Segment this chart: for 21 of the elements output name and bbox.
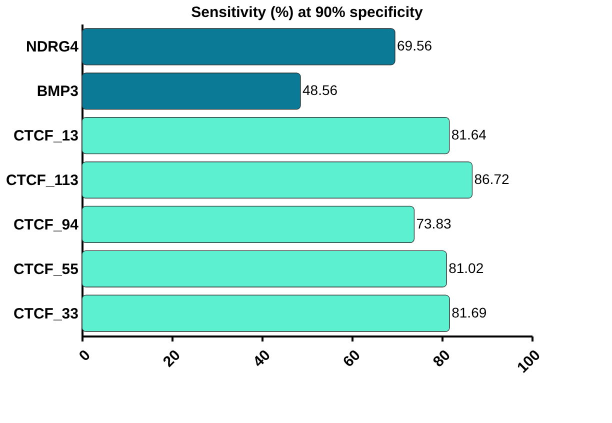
x-tick-label: 20: [160, 346, 184, 371]
y-tick-label: CTCF_33: [13, 305, 78, 322]
data-label: 81.64: [451, 126, 487, 143]
data-label: 48.56: [302, 82, 338, 98]
x-tick-label: 100: [514, 346, 544, 377]
data-label: 86.72: [474, 171, 510, 187]
data-label: 81.02: [448, 260, 484, 276]
x-tick-label: 40: [250, 346, 274, 371]
y-tick-label: CTCF_94: [13, 216, 80, 234]
x-tick-label: 80: [430, 346, 454, 371]
x-tick-label: 0: [76, 346, 94, 365]
data-label: 73.83: [416, 215, 452, 232]
data-label: 69.56: [397, 38, 432, 54]
data-label: 81.69: [452, 304, 487, 320]
chart-title: Sensitivity (%) at 90% specificity: [191, 4, 424, 21]
y-tick-label: NDRG4: [26, 38, 80, 56]
x-tick-label: 60: [340, 346, 364, 371]
y-tick-label: CTCF_55: [13, 260, 78, 278]
y-tick-label: CTCF_13: [13, 128, 78, 145]
y-tick-label: CTCF_113: [6, 172, 78, 189]
y-tick-label: BMP3: [36, 83, 78, 100]
